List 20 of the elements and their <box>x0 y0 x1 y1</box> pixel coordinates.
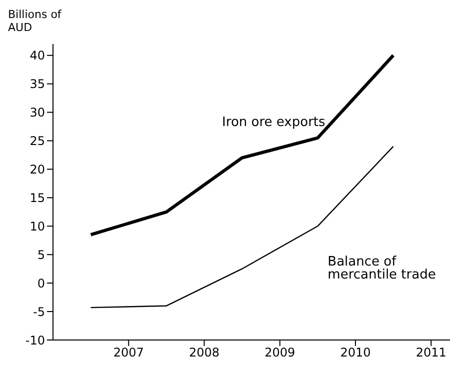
x-tick-label: 2008 <box>188 346 220 360</box>
y-tick-label: 30 <box>30 106 45 120</box>
y-tick-label: 15 <box>30 190 45 205</box>
series-label: Iron ore exports <box>222 114 326 130</box>
y-axis-title: Billions of AUD <box>8 8 62 34</box>
y-tick-label: 35 <box>30 77 45 92</box>
x-tick-label: 2011 <box>416 346 446 360</box>
line-series <box>89 54 395 236</box>
y-tick-label: 40 <box>30 48 45 63</box>
y-tick-label: 25 <box>30 134 45 148</box>
text: Balance of mercantile trade <box>328 254 436 282</box>
y-tick-label: -5 <box>33 304 45 319</box>
y-tick-label: 10 <box>30 219 45 234</box>
x-tick-label: 2010 <box>340 346 371 360</box>
y-tick-label: -10 <box>25 333 45 348</box>
x-tick-label: 2009 <box>264 346 296 360</box>
y-tick-label: 20 <box>30 162 45 176</box>
y-tick-label: 0 <box>37 276 45 290</box>
y-tick-label: 5 <box>37 248 45 262</box>
x-tick-label: 2007 <box>113 346 144 360</box>
